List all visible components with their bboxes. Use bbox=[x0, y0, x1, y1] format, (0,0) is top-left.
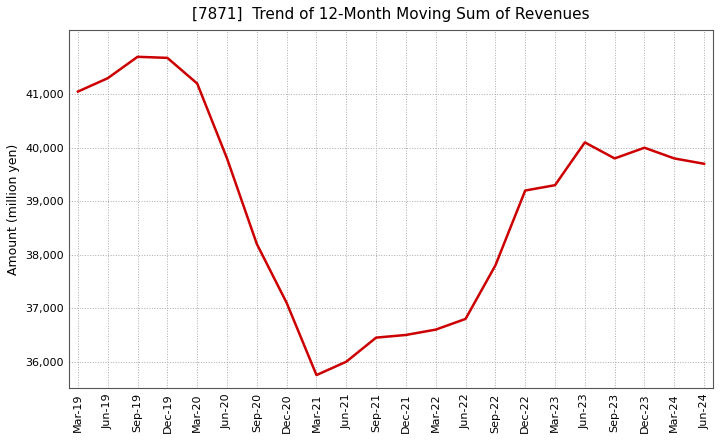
Title: [7871]  Trend of 12-Month Moving Sum of Revenues: [7871] Trend of 12-Month Moving Sum of R… bbox=[192, 7, 590, 22]
Y-axis label: Amount (million yen): Amount (million yen) bbox=[7, 143, 20, 275]
